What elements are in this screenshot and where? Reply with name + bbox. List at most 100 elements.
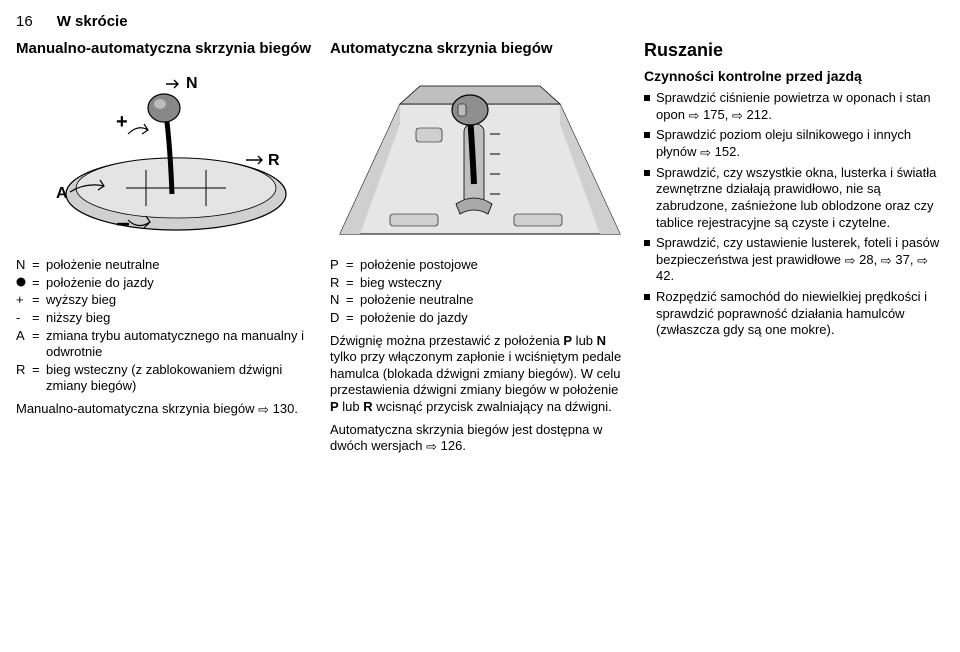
def-row: D=położenie do jazdy [330,310,630,327]
list-item: Sprawdzić, czy wszystkie okna, lusterka … [644,165,944,232]
col2-para1-b1: P [563,333,572,348]
def-key: A [16,328,32,345]
def-val: wyższy bieg [46,292,316,309]
col2-para1-b2: N [597,333,606,348]
col3-subheading: Czynności kontrolne przed jazdą [644,68,944,86]
ref-num: 175, [703,107,728,122]
def-key: - [16,310,32,327]
def-eq: = [32,257,46,274]
col2-para1-b3: P [330,399,339,414]
def-eq: = [346,292,360,309]
col2-para1-mid3: lub [339,399,364,414]
def-val: położenie do jazdy [360,310,630,327]
def-row: P=położenie postojowe [330,257,630,274]
def-row: =położenie do jazdy [16,275,316,292]
def-val: położenie neutralne [360,292,630,309]
svg-text:A: A [56,185,68,202]
def-row: N=położenie neutralne [330,292,630,309]
col-2: Automatyczna skrzynia biegów [330,39,630,461]
def-eq: = [346,310,360,327]
def-row: A=zmiana trybu automatycznego na manualn… [16,328,316,361]
ref-icon: ⇨ [689,108,700,125]
ref-icon: ⇨ [258,402,269,419]
def-key: R [16,362,32,379]
auto-gearbox-figure [330,64,630,244]
col1-footer: Manualno-automatyczna skrzynia biegów ⇨ … [16,401,316,418]
svg-text:−: − [116,211,130,238]
svg-text:R: R [268,152,280,169]
ref-num: 42. [656,268,674,283]
list-item: Sprawdzić poziom oleju silnikowego i inn… [644,127,944,160]
col3-heading: Ruszanie [644,39,944,62]
manual-auto-gearbox-figure: N R A + − [16,64,316,244]
def-row: +=wyższy bieg [16,292,316,309]
def-key: N [16,257,32,274]
col1-footer-text: Manualno-automatyczna skrzynia biegów [16,401,254,416]
col2-para1: Dźwignię można przestawić z położenia P … [330,333,630,416]
ref-num: 152. [715,144,740,159]
col1-footer-ref: 130. [273,401,298,416]
def-row: R=bieg wsteczny [330,275,630,292]
svg-text:+: + [116,111,128,133]
filled-circle-icon [16,277,26,287]
def-key: D [330,310,346,327]
def-eq: = [32,275,46,292]
def-eq: = [32,292,46,309]
svg-text:N: N [186,75,198,92]
col2-para1-mid1: lub [572,333,597,348]
list-item-text: Sprawdzić poziom oleju silnikowego i inn… [656,127,911,159]
page-number: 16 [16,12,33,31]
def-val: położenie postojowe [360,257,630,274]
col1-defs: N=położenie neutralne=położenie do jazdy… [16,257,316,395]
ref-icon: ⇨ [845,253,856,270]
col1-heading: Manualno-automatyczna skrzynia biegów [16,39,316,58]
page-title: W skrócie [57,12,128,31]
def-key: P [330,257,346,274]
def-key: N [330,292,346,309]
col-1: Manualno-automatyczna skrzynia biegów N … [16,39,316,461]
ref-icon: ⇨ [700,145,711,162]
ref-icon: ⇨ [917,253,928,270]
columns: Manualno-automatyczna skrzynia biegów N … [16,39,944,461]
col2-para1-pre: Dźwignię można przestawić z położenia [330,333,563,348]
col3-list: Sprawdzić ciśnienie powietrza w oponach … [644,90,944,339]
ref-icon: ⇨ [426,439,437,456]
def-row: -=niższy bieg [16,310,316,327]
list-item-text: Sprawdzić, czy wszystkie okna, lusterka … [656,165,936,230]
col2-para1-mid2: tylko przy włączonym zapłonie i wciśnięt… [330,349,621,397]
def-row: N=położenie neutralne [16,257,316,274]
page-header: 16 W skrócie [16,12,944,31]
ref-icon: ⇨ [732,108,743,125]
ref-num: 37, [895,252,913,267]
col2-heading: Automatyczna skrzynia biegów [330,39,630,58]
list-item: Sprawdzić ciśnienie powietrza w oponach … [644,90,944,123]
list-item-text: Rozpędzić samochód do niewielkiej prędko… [656,289,927,337]
col2-para2-ref: 126. [441,438,466,453]
list-item: Rozpędzić samochód do niewielkiej prędko… [644,289,944,339]
def-val: bieg wsteczny [360,275,630,292]
col2-para2: Automatyczna skrzynia biegów jest dostęp… [330,422,630,455]
col2-defs: P=położenie postojoweR=bieg wstecznyN=po… [330,257,630,327]
def-eq: = [32,362,46,379]
def-key: + [16,292,32,309]
def-val: zmiana trybu automatycznego na manualny … [46,328,316,361]
ref-num: 28, [859,252,877,267]
def-row: R=bieg wsteczny (z zablokowaniem dźwigni… [16,362,316,395]
def-val: niższy bieg [46,310,316,327]
def-val: położenie neutralne [46,257,316,274]
def-eq: = [32,328,46,345]
ref-icon: ⇨ [881,253,892,270]
def-val: bieg wsteczny (z zablokowaniem dźwigni z… [46,362,316,395]
col2-para2-text: Automatyczna skrzynia biegów jest dostęp… [330,422,602,454]
def-eq: = [32,310,46,327]
list-item: Sprawdzić, czy ustawienie lusterek, fote… [644,235,944,285]
col2-para1-end: wcisnąć przycisk zwalniający na dźwigni. [373,399,612,414]
def-key [16,275,32,292]
def-key: R [330,275,346,292]
def-eq: = [346,275,360,292]
col2-para1-b4: R [363,399,372,414]
col-3: Ruszanie Czynności kontrolne przed jazdą… [644,39,944,461]
def-eq: = [346,257,360,274]
ref-num: 212. [747,107,772,122]
def-val: położenie do jazdy [46,275,316,292]
